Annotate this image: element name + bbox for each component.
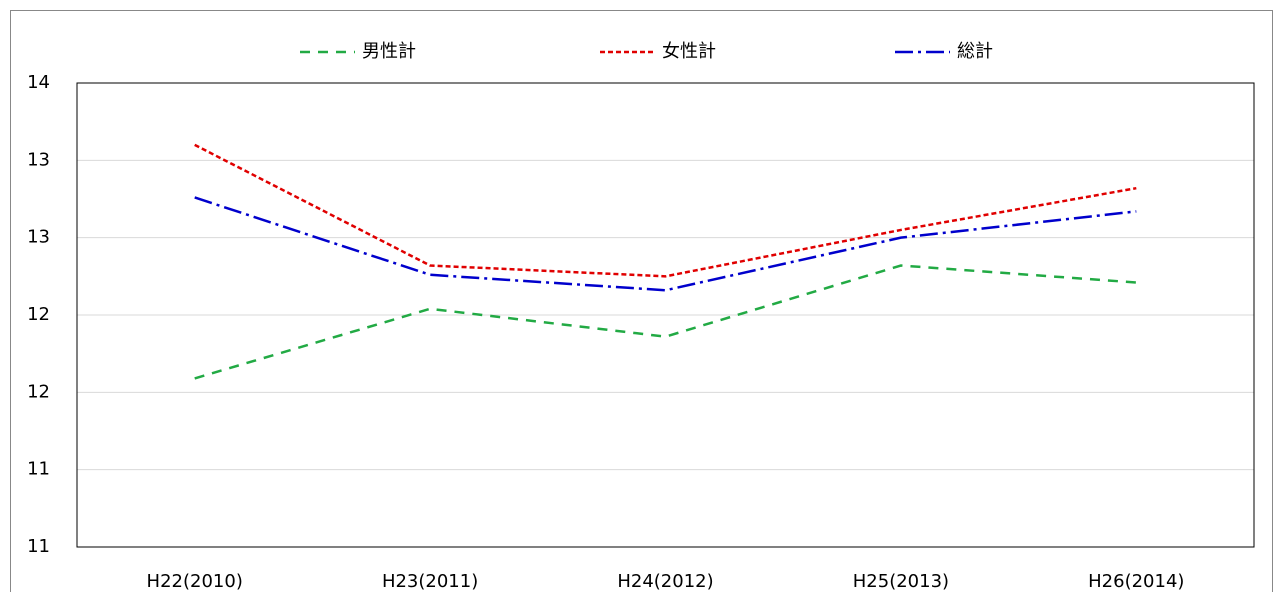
plot-border [76,82,1255,548]
x-tick-label: H25(2013) [853,571,949,592]
legend-label: 女性計 [662,41,716,62]
legend-label: 総計 [957,41,993,62]
y-tick-label: 11 [27,459,50,480]
chart-border [10,10,1273,596]
x-tick-label: H23(2011) [382,571,478,592]
y-tick-label: 14 [27,72,50,93]
legend-label: 男性計 [362,41,416,62]
y-tick-label: 13 [27,149,50,170]
y-tick-label: 11 [27,536,50,557]
y-tick-label: 13 [27,227,50,248]
series-line [194,264,1137,380]
x-tick-label: H24(2012) [617,571,713,592]
series-line [194,196,1137,292]
series-line [194,143,1137,278]
y-tick-label: 12 [27,304,50,325]
x-tick-label: H22(2010) [147,571,243,592]
x-tick-label: H26(2014) [1088,571,1184,592]
y-tick-label: 12 [27,381,50,402]
